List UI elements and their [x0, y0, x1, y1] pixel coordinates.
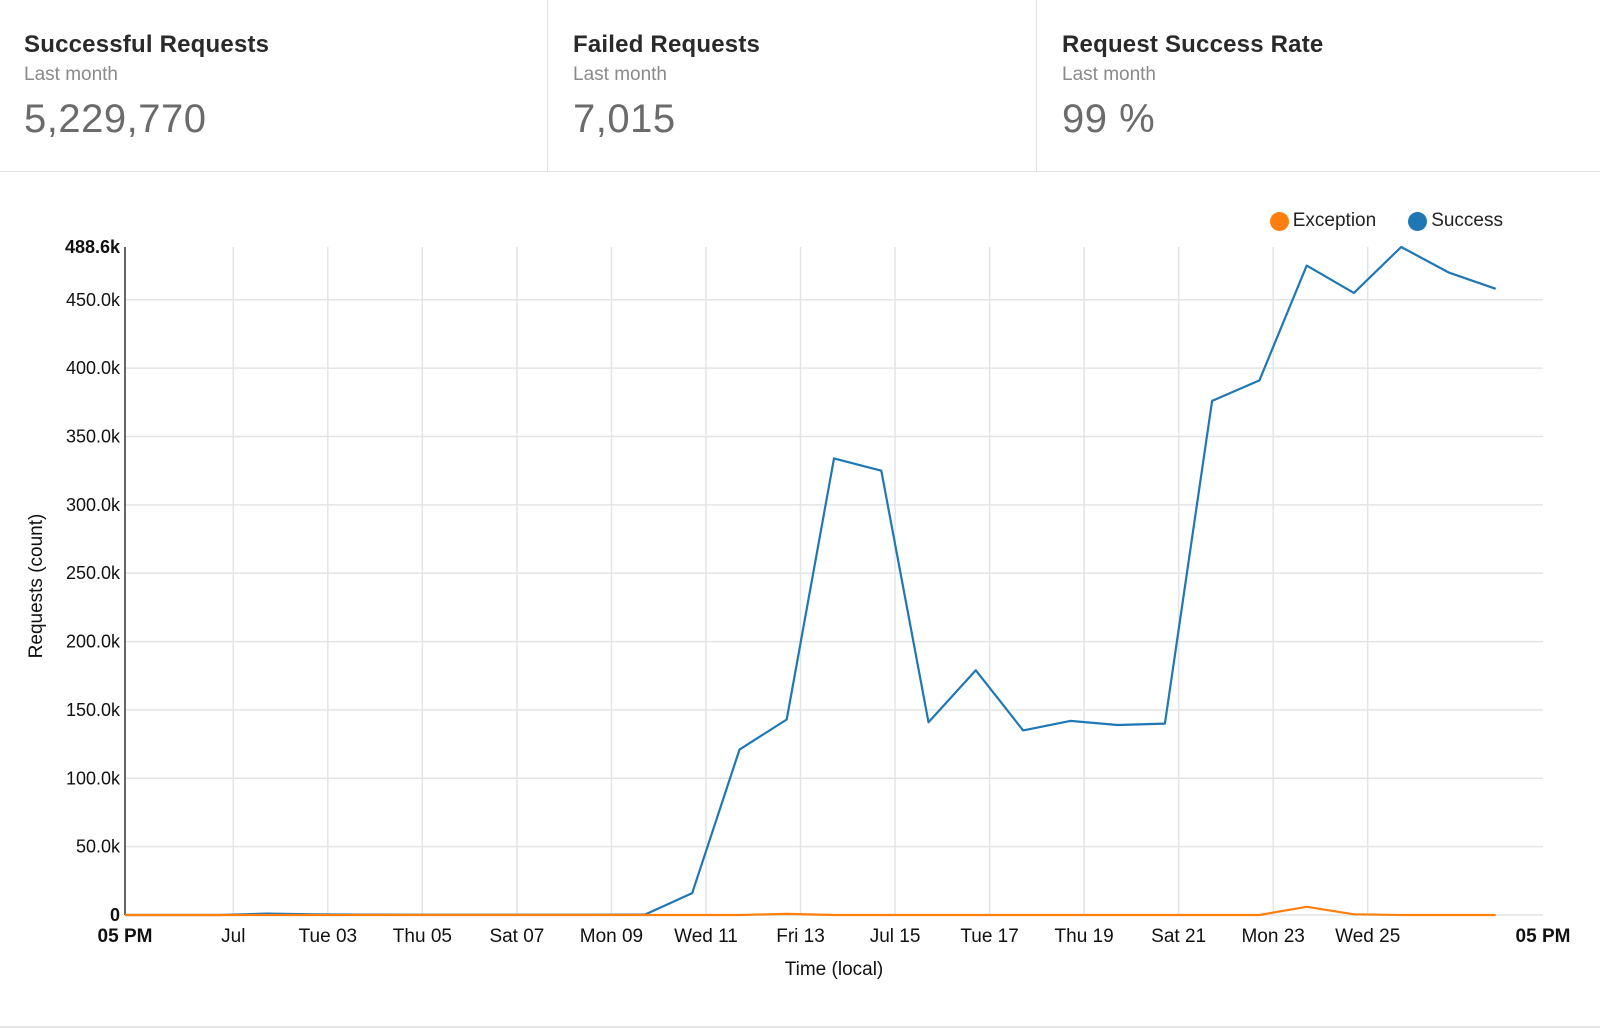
- y-tick-label: 50.0k: [76, 837, 121, 857]
- x-tick-label: 05 PM: [98, 926, 153, 947]
- card-value: 99 %: [1062, 97, 1156, 141]
- x-tick-label: Jul: [221, 926, 245, 947]
- data-point-exception: [1351, 911, 1357, 917]
- x-tick-label: Sat 07: [489, 926, 544, 947]
- chart-plot[interactable]: 0 50.0k 100.0k 150.0k 200.0k 250.0k 300.0k 350.…: [0, 172, 1600, 1022]
- data-point-success: [926, 719, 932, 725]
- card-subtitle: Last month: [24, 64, 118, 85]
- data-point-success: [1209, 398, 1215, 404]
- card-value: 5,229,770: [24, 97, 207, 141]
- requests-chart[interactable]: Exception Success 0 50.0k 100.0k 150.0k 200.…: [0, 172, 1600, 1028]
- data-point-success: [736, 747, 742, 753]
- data-point-exception: [736, 912, 742, 918]
- y-tick-label: 450.0k: [66, 290, 121, 310]
- x-tick-label: Fri 13: [776, 926, 825, 947]
- x-tick-label: Sat 21: [1151, 926, 1206, 947]
- legend-item-exception[interactable]: Exception: [1269, 210, 1377, 232]
- y-tick-label: 488.6k: [65, 237, 121, 257]
- x-tick-label: Tue 17: [960, 926, 1018, 947]
- stats-bar: Successful Requests Last month 5,229,770…: [0, 0, 1600, 172]
- y-tick-label: 100.0k: [66, 768, 121, 788]
- successful-requests-card[interactable]: Successful Requests Last month 5,229,770: [0, 0, 548, 171]
- data-point-success: [784, 716, 790, 722]
- data-point-success: [1304, 263, 1310, 269]
- data-point-success: [973, 667, 979, 673]
- data-point-exception: [689, 912, 695, 918]
- y-tick-label: 350.0k: [66, 426, 121, 446]
- data-point-exception: [1493, 912, 1499, 918]
- data-point-exception: [122, 912, 128, 918]
- y-tick-label: 0: [110, 905, 120, 925]
- data-point-success: [1493, 286, 1499, 292]
- y-tick-label: 300.0k: [66, 495, 121, 515]
- data-point-success: [1445, 269, 1451, 275]
- failed-requests-card[interactable]: Failed Requests Last month 7,015: [548, 0, 1037, 171]
- chart-legend: Exception Success: [1238, 210, 1503, 232]
- legend-label: Success: [1431, 210, 1503, 231]
- bottom-divider: [0, 1026, 1600, 1028]
- legend-dot-success: [1408, 211, 1428, 231]
- data-point-success: [1162, 721, 1168, 727]
- data-point-success: [1256, 377, 1262, 383]
- x-tick-label: Mon 09: [580, 926, 643, 947]
- x-tick-label: Tue 03: [299, 926, 357, 947]
- series-line-exception: [125, 905, 1496, 917]
- x-tick-label: Thu 05: [393, 926, 452, 947]
- y-tick-label: 400.0k: [66, 358, 121, 378]
- card-title: Successful Requests: [24, 31, 270, 58]
- data-point-success: [1020, 727, 1026, 733]
- x-tick-label: Wed 25: [1335, 926, 1400, 947]
- data-point-success: [1351, 290, 1357, 296]
- x-tick-label: Mon 23: [1241, 926, 1304, 947]
- card-subtitle: Last month: [1062, 64, 1156, 85]
- data-point-exception: [1398, 912, 1404, 918]
- legend-dot-exception: [1269, 211, 1289, 231]
- card-title: Request Success Rate: [1062, 31, 1324, 58]
- data-point-success: [689, 890, 695, 896]
- data-point-exception: [831, 912, 837, 918]
- y-tick-label: 250.0k: [66, 563, 121, 583]
- data-point-exception: [784, 911, 790, 917]
- x-tick-label: Wed 11: [674, 926, 738, 947]
- legend-item-success[interactable]: Success: [1408, 210, 1503, 232]
- legend-label: Exception: [1292, 210, 1377, 231]
- data-point-exception: [1304, 904, 1310, 910]
- y-tick-label: 150.0k: [66, 700, 121, 720]
- success-rate-card[interactable]: Request Success Rate Last month 99 %: [1037, 0, 1600, 171]
- data-point-success: [1067, 718, 1073, 724]
- series-line-success: [125, 245, 1497, 917]
- data-point-success: [1398, 244, 1404, 250]
- data-point-success: [878, 468, 884, 474]
- data-point-exception: [1256, 912, 1262, 918]
- y-tick-label: 200.0k: [66, 632, 121, 652]
- data-point-success: [831, 455, 837, 461]
- x-tick-label: Jul 15: [870, 926, 921, 947]
- x-tick-label: 05 PM: [1516, 926, 1571, 947]
- data-point-success: [1115, 722, 1121, 728]
- card-title: Failed Requests: [573, 31, 761, 58]
- x-tick-label: Thu 19: [1055, 926, 1114, 947]
- card-value: 7,015: [573, 97, 676, 141]
- y-axis-title: Requests (count): [26, 514, 47, 659]
- card-subtitle: Last month: [573, 64, 667, 85]
- x-axis-title: Time (local): [785, 959, 884, 980]
